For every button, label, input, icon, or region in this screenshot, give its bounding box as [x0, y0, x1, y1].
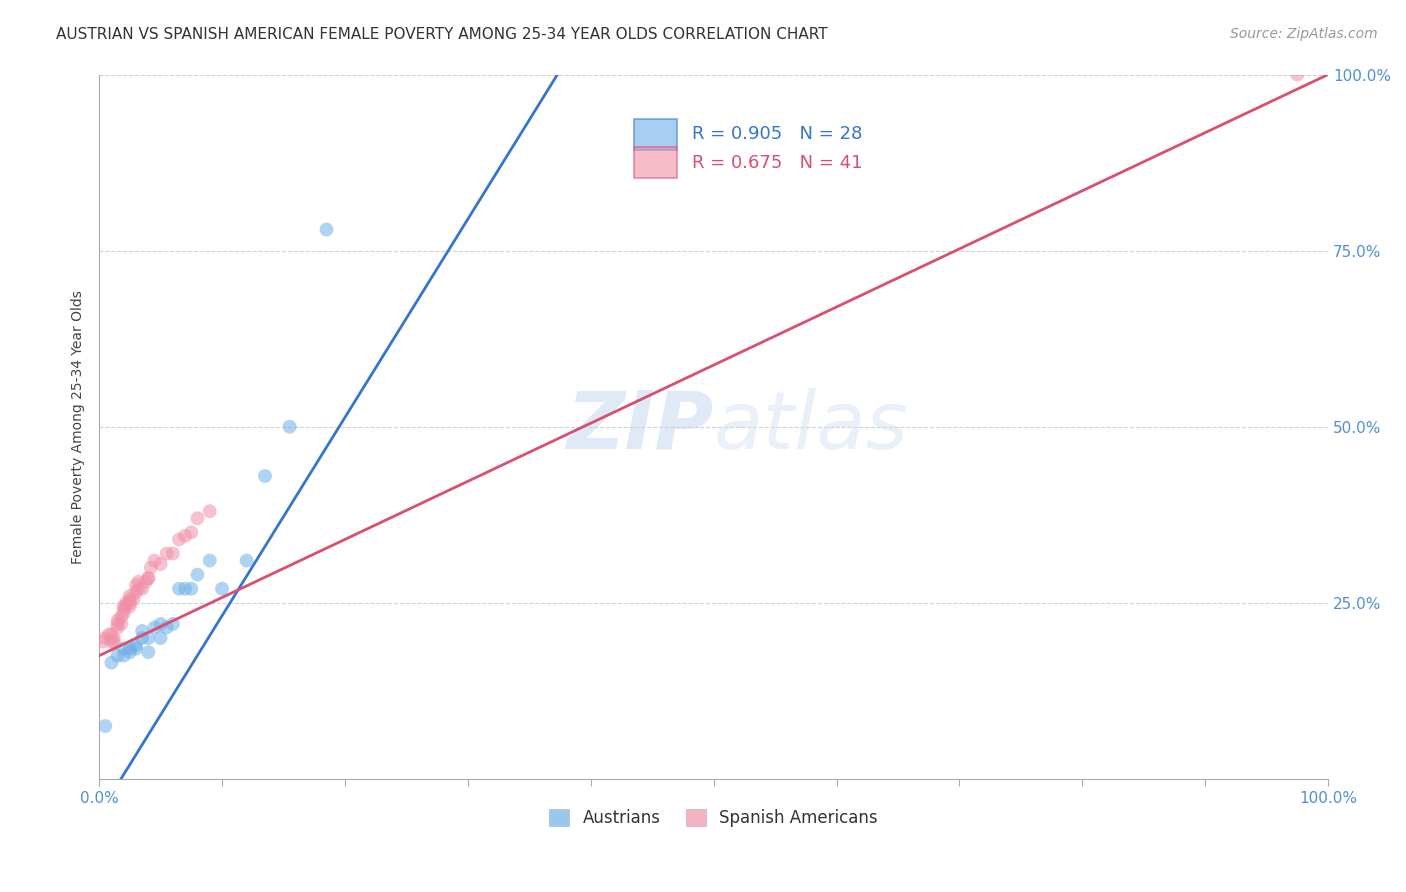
Point — [131, 631, 153, 645]
Point — [235, 553, 257, 567]
Point — [211, 582, 233, 596]
Point — [1286, 68, 1309, 82]
Point — [91, 634, 114, 648]
Point — [315, 222, 337, 236]
Point — [125, 578, 148, 592]
Point — [118, 592, 141, 607]
Point — [112, 641, 135, 656]
Point — [143, 553, 166, 567]
Point — [127, 582, 149, 596]
Point — [143, 620, 166, 634]
Point — [198, 553, 221, 567]
Point — [149, 616, 172, 631]
Text: ZIP: ZIP — [567, 388, 714, 466]
Point — [162, 547, 184, 561]
FancyBboxPatch shape — [634, 146, 676, 178]
Point — [107, 648, 129, 663]
Point — [186, 511, 208, 525]
Point — [118, 645, 141, 659]
Point — [100, 656, 122, 670]
Point — [103, 634, 125, 648]
Point — [131, 582, 153, 596]
Point — [115, 599, 138, 614]
Point — [278, 419, 301, 434]
Point — [97, 627, 120, 641]
Point — [136, 571, 159, 585]
Point — [112, 599, 135, 614]
Point — [107, 614, 129, 628]
Point — [94, 719, 117, 733]
Point — [156, 620, 179, 634]
Point — [156, 547, 179, 561]
Point — [136, 571, 159, 585]
Point — [167, 582, 190, 596]
Point — [149, 557, 172, 571]
Point — [125, 638, 148, 652]
Y-axis label: Female Poverty Among 25-34 Year Olds: Female Poverty Among 25-34 Year Olds — [72, 290, 86, 564]
Point — [118, 599, 141, 614]
Point — [118, 589, 141, 603]
Point — [180, 582, 202, 596]
Point — [100, 627, 122, 641]
Point — [107, 620, 129, 634]
Point — [94, 631, 117, 645]
Point — [139, 560, 162, 574]
Point — [118, 641, 141, 656]
Point — [100, 634, 122, 648]
Point — [131, 624, 153, 638]
Point — [125, 641, 148, 656]
Point — [112, 648, 135, 663]
Point — [198, 504, 221, 518]
FancyBboxPatch shape — [634, 119, 676, 150]
Point — [118, 596, 141, 610]
Text: atlas: atlas — [714, 388, 908, 466]
Point — [180, 525, 202, 540]
Point — [167, 533, 190, 547]
Point — [110, 610, 132, 624]
Point — [135, 574, 157, 589]
Point — [107, 616, 129, 631]
Point — [115, 596, 138, 610]
Point — [110, 616, 132, 631]
Point — [136, 645, 159, 659]
Point — [174, 582, 197, 596]
Point — [149, 631, 172, 645]
Text: Source: ZipAtlas.com: Source: ZipAtlas.com — [1230, 27, 1378, 41]
Point — [174, 529, 197, 543]
Point — [186, 567, 208, 582]
Point — [122, 592, 145, 607]
Point — [136, 631, 159, 645]
Point — [125, 585, 148, 599]
Point — [103, 631, 125, 645]
Text: R = 0.905   N = 28: R = 0.905 N = 28 — [692, 126, 862, 144]
Text: R = 0.675   N = 41: R = 0.675 N = 41 — [692, 153, 862, 171]
Point — [112, 607, 135, 621]
Legend: Austrians, Spanish Americans: Austrians, Spanish Americans — [543, 803, 884, 834]
Text: AUSTRIAN VS SPANISH AMERICAN FEMALE POVERTY AMONG 25-34 YEAR OLDS CORRELATION CH: AUSTRIAN VS SPANISH AMERICAN FEMALE POVE… — [56, 27, 828, 42]
Point — [162, 616, 184, 631]
Point — [112, 603, 135, 617]
Point — [127, 574, 149, 589]
Point — [254, 469, 277, 483]
